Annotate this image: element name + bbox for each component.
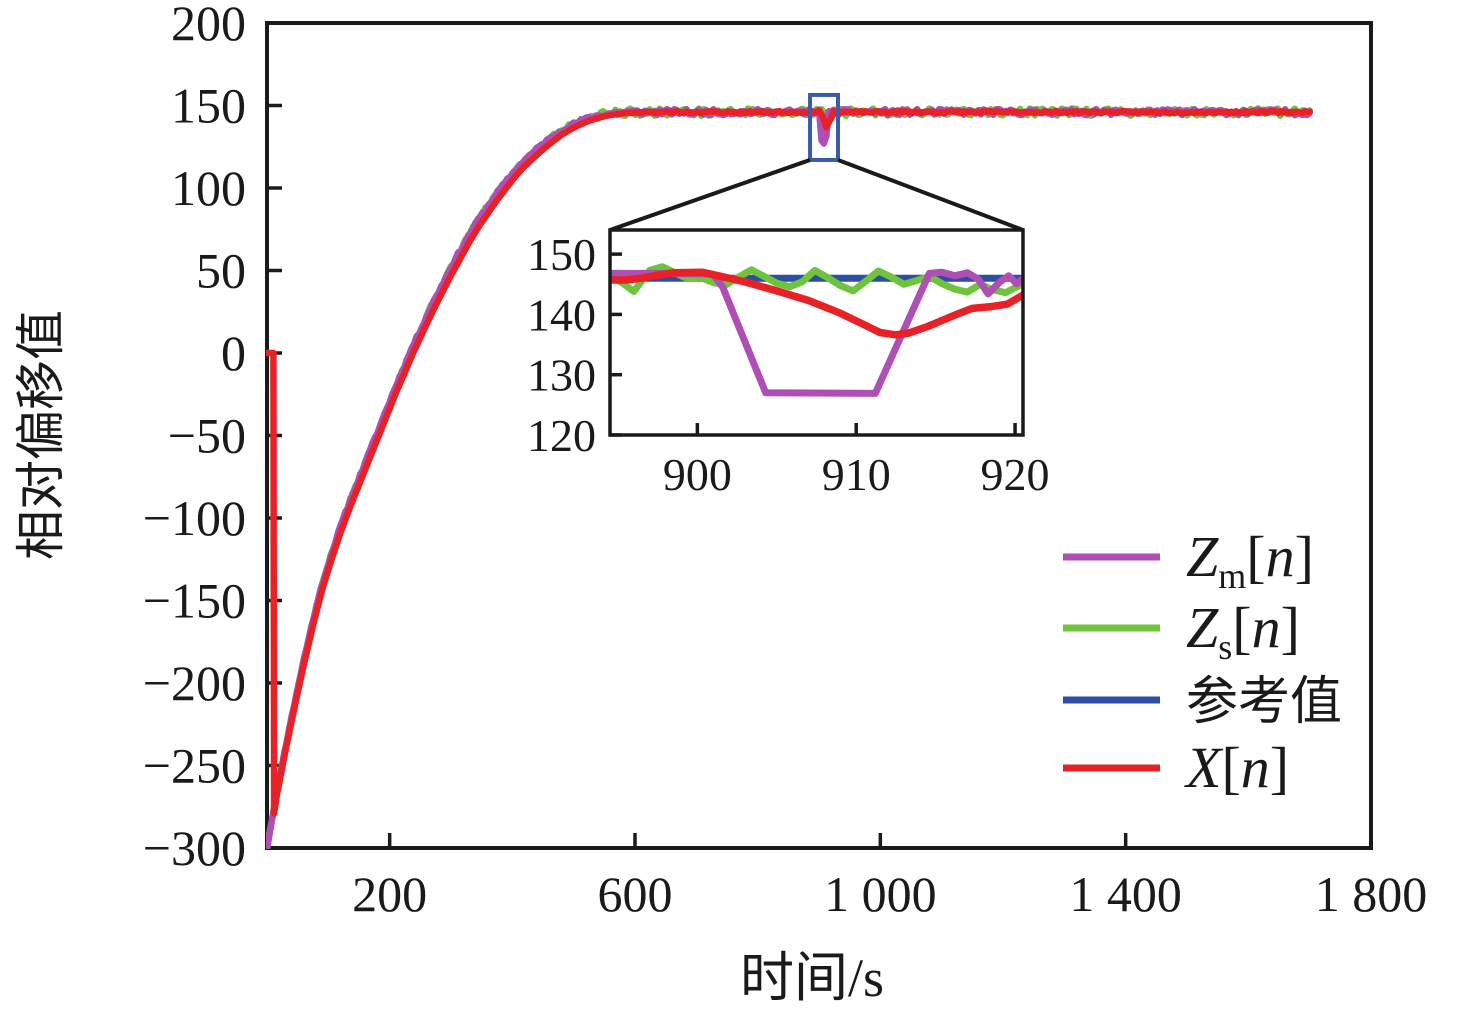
y-tick-label: −100 [143,490,246,546]
y-tick-label: −200 [143,655,246,711]
y-tick-label: 0 [221,325,246,381]
main-axes: 200 600 1 000 1 400 1 800 200 150 100 50 0 −50 −100… [143,0,1427,922]
y-tick-label: −50 [168,408,246,464]
y-tick-label: −150 [143,573,246,629]
legend-label-Zs: Zs[n] [1186,595,1300,667]
x-tick-label: 1 400 [1069,866,1182,922]
x-axis-label: 时间/s [740,948,884,1008]
inset-y-tick-label: 120 [527,410,596,461]
y-tick-label: 200 [171,0,246,51]
inset-x-tick-label: 910 [822,449,891,500]
inset-y-tick-label: 130 [527,350,596,401]
inset-background [610,230,1023,435]
inset-series [610,263,1023,397]
series-X [610,268,1023,339]
inset-x-tick-label: 900 [663,449,732,500]
series-Zm [266,105,1313,849]
y-tick-label: −300 [143,820,246,876]
series-ref [266,109,1312,849]
x-tick-label: 600 [598,866,673,922]
main-series [266,105,1313,849]
chart-generated-layers: 200 600 1 000 1 400 1 800 200 150 100 50 0 −50 −100… [143,0,1427,922]
inset-x-tick-label: 920 [981,449,1050,500]
legend-label-Zm: Zm[n] [1186,524,1314,596]
inset-y-tick-label: 150 [527,229,596,280]
legend-label-ref: 参考值 [1186,674,1342,731]
zoom-connector-right [837,158,1024,232]
y-axis-label: 相对偏移值 [13,310,69,560]
x-tick-label: 1 000 [824,866,937,922]
y-tick-label: 100 [171,160,246,216]
inset-y-tick-label: 140 [527,289,596,340]
zoom-marker-box [808,92,841,162]
y-tick-label: 50 [196,243,246,299]
y-tick-label: −250 [143,738,246,794]
inset-axes: 900 910 920 150 140 130 120 [527,229,1050,500]
x-tick-label: 200 [352,866,427,922]
inset-frame [608,228,1025,437]
series-X [266,107,1313,817]
legend-label-X: X[n] [1184,735,1289,800]
zoom-connector-left [609,158,811,232]
series-Zs [266,105,1313,849]
y-tick-label: 150 [171,78,246,134]
x-tick-label: 1 800 [1315,866,1428,922]
